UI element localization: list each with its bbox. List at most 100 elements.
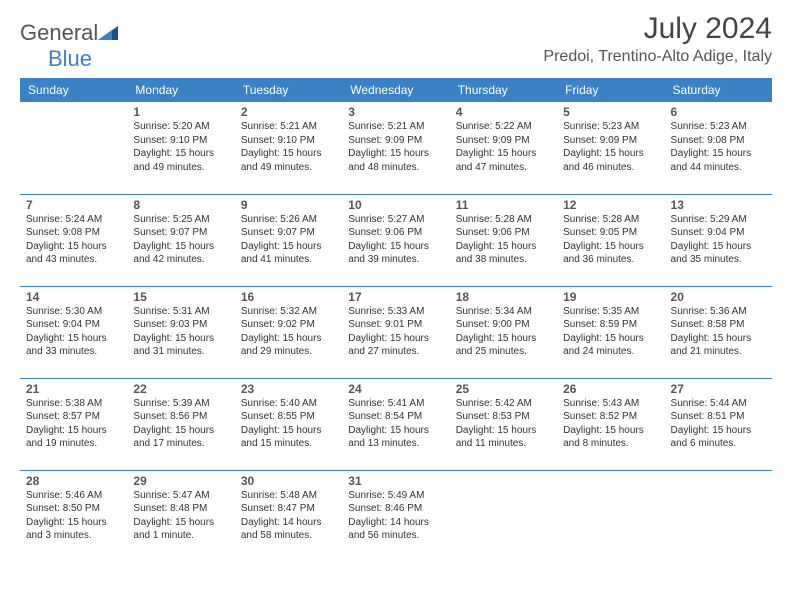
sunset-text: Sunset: 9:03 PM <box>133 318 228 332</box>
daylight-text: Daylight: 15 hours and 21 minutes. <box>671 332 766 359</box>
calendar-day-cell: 6Sunrise: 5:23 AMSunset: 9:08 PMDaylight… <box>665 102 772 194</box>
day-header: Friday <box>557 78 664 102</box>
sunrise-text: Sunrise: 5:22 AM <box>456 120 551 134</box>
day-number: 5 <box>563 105 658 119</box>
sunrise-text: Sunrise: 5:23 AM <box>563 120 658 134</box>
daylight-text: Daylight: 15 hours and 41 minutes. <box>241 240 336 267</box>
day-info: Sunrise: 5:23 AMSunset: 9:08 PMDaylight:… <box>671 120 766 174</box>
day-number: 18 <box>456 290 551 304</box>
daylight-text: Daylight: 15 hours and 42 minutes. <box>133 240 228 267</box>
calendar-day-cell: 27Sunrise: 5:44 AMSunset: 8:51 PMDayligh… <box>665 378 772 470</box>
sunrise-text: Sunrise: 5:28 AM <box>456 213 551 227</box>
sunrise-text: Sunrise: 5:30 AM <box>26 305 121 319</box>
day-header: Sunday <box>20 78 127 102</box>
day-number: 8 <box>133 198 228 212</box>
sunrise-text: Sunrise: 5:42 AM <box>456 397 551 411</box>
daylight-text: Daylight: 15 hours and 24 minutes. <box>563 332 658 359</box>
day-number: 15 <box>133 290 228 304</box>
sunset-text: Sunset: 8:53 PM <box>456 410 551 424</box>
daylight-text: Daylight: 15 hours and 43 minutes. <box>26 240 121 267</box>
daylight-text: Daylight: 15 hours and 1 minute. <box>133 516 228 543</box>
day-info: Sunrise: 5:28 AMSunset: 9:05 PMDaylight:… <box>563 213 658 267</box>
sunset-text: Sunset: 9:08 PM <box>26 226 121 240</box>
daylight-text: Daylight: 15 hours and 31 minutes. <box>133 332 228 359</box>
calendar-day-cell: 16Sunrise: 5:32 AMSunset: 9:02 PMDayligh… <box>235 286 342 378</box>
sunrise-text: Sunrise: 5:43 AM <box>563 397 658 411</box>
day-number: 27 <box>671 382 766 396</box>
day-header: Thursday <box>450 78 557 102</box>
daylight-text: Daylight: 15 hours and 36 minutes. <box>563 240 658 267</box>
daylight-text: Daylight: 15 hours and 17 minutes. <box>133 424 228 451</box>
daylight-text: Daylight: 14 hours and 58 minutes. <box>241 516 336 543</box>
calendar-day-cell: 9Sunrise: 5:26 AMSunset: 9:07 PMDaylight… <box>235 194 342 286</box>
sunset-text: Sunset: 9:09 PM <box>456 134 551 148</box>
day-number: 7 <box>26 198 121 212</box>
day-info: Sunrise: 5:32 AMSunset: 9:02 PMDaylight:… <box>241 305 336 359</box>
sunset-text: Sunset: 9:02 PM <box>241 318 336 332</box>
calendar-day-cell: 24Sunrise: 5:41 AMSunset: 8:54 PMDayligh… <box>342 378 449 470</box>
day-number: 3 <box>348 105 443 119</box>
sunset-text: Sunset: 8:51 PM <box>671 410 766 424</box>
sunrise-text: Sunrise: 5:23 AM <box>671 120 766 134</box>
sunrise-text: Sunrise: 5:25 AM <box>133 213 228 227</box>
day-number: 6 <box>671 105 766 119</box>
day-number: 9 <box>241 198 336 212</box>
day-number: 21 <box>26 382 121 396</box>
day-info: Sunrise: 5:43 AMSunset: 8:52 PMDaylight:… <box>563 397 658 451</box>
sunrise-text: Sunrise: 5:44 AM <box>671 397 766 411</box>
day-number: 25 <box>456 382 551 396</box>
daylight-text: Daylight: 15 hours and 19 minutes. <box>26 424 121 451</box>
calendar-day-cell <box>450 470 557 562</box>
calendar-day-cell: 21Sunrise: 5:38 AMSunset: 8:57 PMDayligh… <box>20 378 127 470</box>
calendar-day-cell: 30Sunrise: 5:48 AMSunset: 8:47 PMDayligh… <box>235 470 342 562</box>
day-info: Sunrise: 5:38 AMSunset: 8:57 PMDaylight:… <box>26 397 121 451</box>
calendar-week-row: 1Sunrise: 5:20 AMSunset: 9:10 PMDaylight… <box>20 102 772 194</box>
calendar-day-cell: 22Sunrise: 5:39 AMSunset: 8:56 PMDayligh… <box>127 378 234 470</box>
sunset-text: Sunset: 9:07 PM <box>241 226 336 240</box>
day-info: Sunrise: 5:33 AMSunset: 9:01 PMDaylight:… <box>348 305 443 359</box>
calendar-day-cell: 25Sunrise: 5:42 AMSunset: 8:53 PMDayligh… <box>450 378 557 470</box>
calendar-day-cell <box>665 470 772 562</box>
sunset-text: Sunset: 9:10 PM <box>241 134 336 148</box>
brand-part1: General <box>20 20 98 45</box>
daylight-text: Daylight: 15 hours and 3 minutes. <box>26 516 121 543</box>
day-info: Sunrise: 5:25 AMSunset: 9:07 PMDaylight:… <box>133 213 228 267</box>
sunrise-text: Sunrise: 5:48 AM <box>241 489 336 503</box>
day-number: 1 <box>133 105 228 119</box>
calendar-table: Sunday Monday Tuesday Wednesday Thursday… <box>20 78 772 562</box>
day-header: Tuesday <box>235 78 342 102</box>
calendar-day-cell: 15Sunrise: 5:31 AMSunset: 9:03 PMDayligh… <box>127 286 234 378</box>
sunrise-text: Sunrise: 5:46 AM <box>26 489 121 503</box>
sunset-text: Sunset: 8:50 PM <box>26 502 121 516</box>
calendar-day-cell: 7Sunrise: 5:24 AMSunset: 9:08 PMDaylight… <box>20 194 127 286</box>
day-number: 10 <box>348 198 443 212</box>
daylight-text: Daylight: 15 hours and 8 minutes. <box>563 424 658 451</box>
sunset-text: Sunset: 9:08 PM <box>671 134 766 148</box>
day-info: Sunrise: 5:21 AMSunset: 9:10 PMDaylight:… <box>241 120 336 174</box>
calendar-day-cell: 8Sunrise: 5:25 AMSunset: 9:07 PMDaylight… <box>127 194 234 286</box>
calendar-day-cell: 4Sunrise: 5:22 AMSunset: 9:09 PMDaylight… <box>450 102 557 194</box>
page-title: July 2024 <box>543 12 772 46</box>
calendar-day-cell: 23Sunrise: 5:40 AMSunset: 8:55 PMDayligh… <box>235 378 342 470</box>
day-info: Sunrise: 5:29 AMSunset: 9:04 PMDaylight:… <box>671 213 766 267</box>
day-number: 12 <box>563 198 658 212</box>
sunset-text: Sunset: 8:56 PM <box>133 410 228 424</box>
calendar-day-cell: 14Sunrise: 5:30 AMSunset: 9:04 PMDayligh… <box>20 286 127 378</box>
sunset-text: Sunset: 8:59 PM <box>563 318 658 332</box>
sunset-text: Sunset: 8:48 PM <box>133 502 228 516</box>
sunset-text: Sunset: 9:07 PM <box>133 226 228 240</box>
calendar-day-cell: 10Sunrise: 5:27 AMSunset: 9:06 PMDayligh… <box>342 194 449 286</box>
sunrise-text: Sunrise: 5:33 AM <box>348 305 443 319</box>
day-info: Sunrise: 5:41 AMSunset: 8:54 PMDaylight:… <box>348 397 443 451</box>
daylight-text: Daylight: 15 hours and 46 minutes. <box>563 147 658 174</box>
day-info: Sunrise: 5:49 AMSunset: 8:46 PMDaylight:… <box>348 489 443 543</box>
sunrise-text: Sunrise: 5:26 AM <box>241 213 336 227</box>
day-info: Sunrise: 5:39 AMSunset: 8:56 PMDaylight:… <box>133 397 228 451</box>
sunset-text: Sunset: 9:00 PM <box>456 318 551 332</box>
day-info: Sunrise: 5:42 AMSunset: 8:53 PMDaylight:… <box>456 397 551 451</box>
day-header: Monday <box>127 78 234 102</box>
calendar-day-cell: 1Sunrise: 5:20 AMSunset: 9:10 PMDaylight… <box>127 102 234 194</box>
day-info: Sunrise: 5:48 AMSunset: 8:47 PMDaylight:… <box>241 489 336 543</box>
sunrise-text: Sunrise: 5:36 AM <box>671 305 766 319</box>
day-number: 30 <box>241 474 336 488</box>
